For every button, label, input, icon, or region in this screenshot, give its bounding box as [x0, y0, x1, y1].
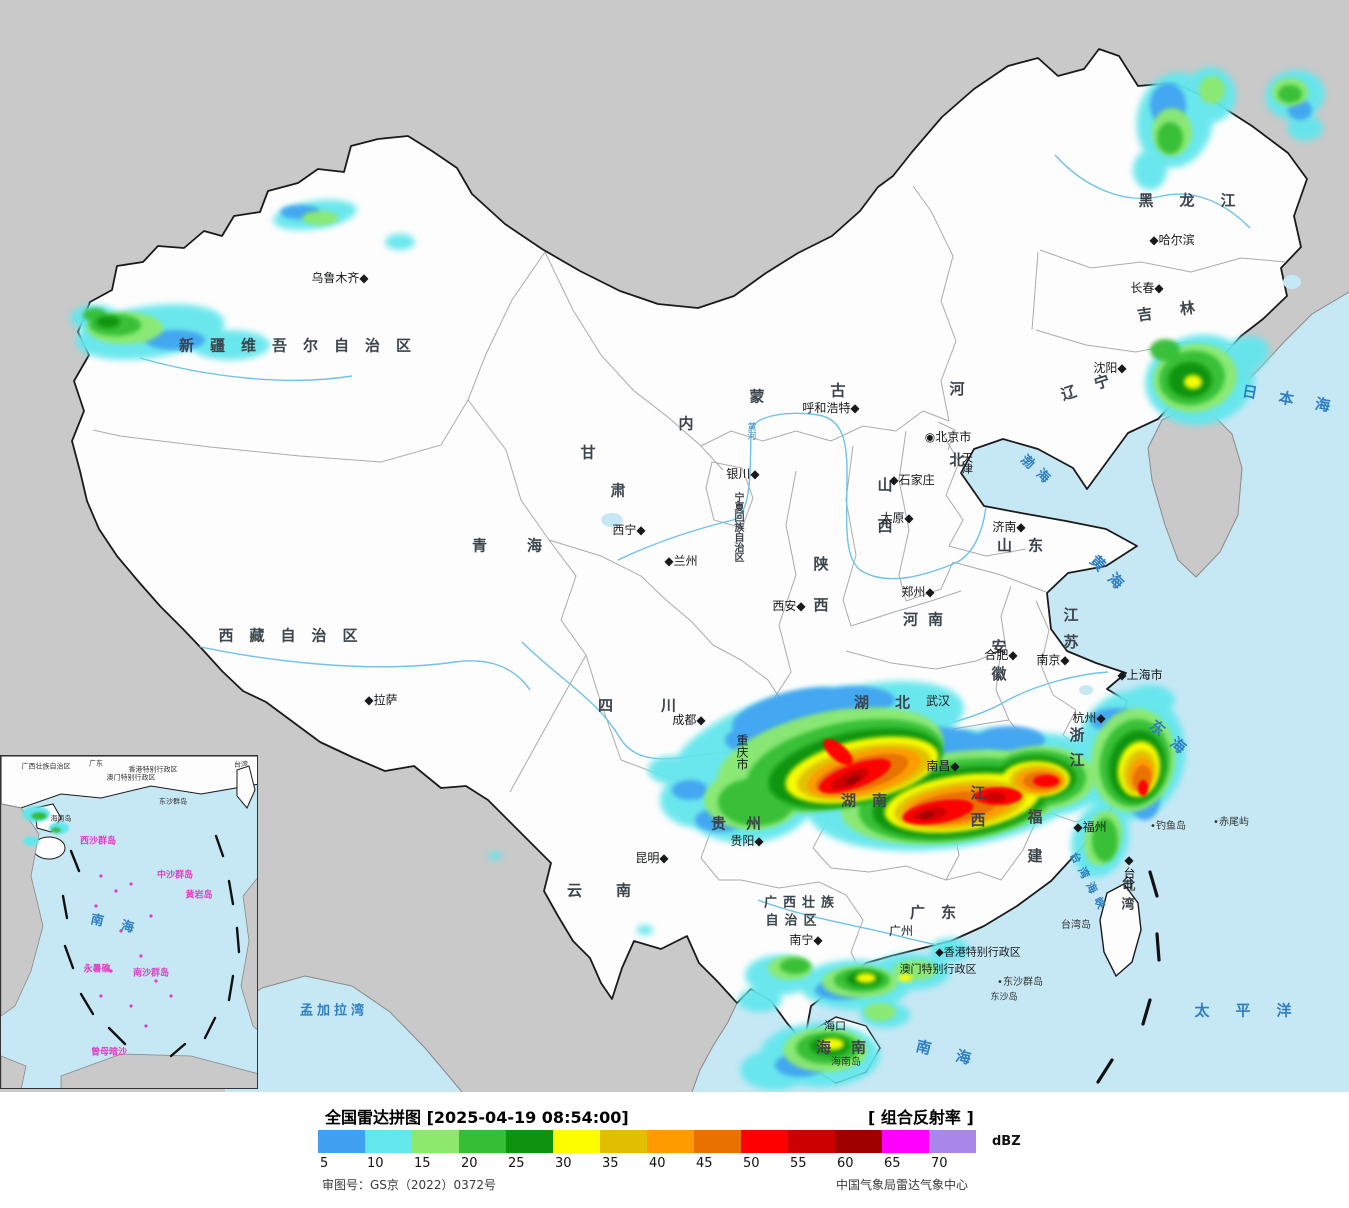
map-license-number: 审图号：GS京（2022）0372号: [322, 1178, 496, 1192]
legend-tick: 60: [837, 1156, 854, 1171]
inset-region-label: 台湾: [234, 760, 248, 769]
legend-tick: 20: [461, 1156, 478, 1171]
legend-tick: 55: [790, 1156, 807, 1171]
legend-ticks: 5 10 15 20 25 30 35 40 45 50 55 60 65 70: [318, 1156, 1018, 1172]
inset-borneo: [60, 1053, 257, 1088]
inset-region-label: 广东: [89, 759, 103, 768]
legend-bar: 全国雷达拼图 [2025-04-19 08:54:00] [ 组合反射率 ] d…: [0, 1092, 1349, 1208]
legend-tick: 15: [414, 1156, 431, 1171]
legend-swatch: [600, 1130, 647, 1153]
legend-tick: 30: [555, 1156, 572, 1171]
legend-tick: 50: [743, 1156, 760, 1171]
legend-colorbar: [318, 1130, 976, 1153]
legend-tick: 35: [602, 1156, 619, 1171]
inset-region-label: 海南岛: [50, 814, 72, 823]
legend-swatch: [553, 1130, 600, 1153]
legend-tick: 25: [508, 1156, 525, 1171]
legend-swatch: [647, 1130, 694, 1153]
bay-of-bengal: [225, 976, 462, 1092]
inset-region-label: 香港特别行政区: [128, 765, 178, 774]
lakes: [601, 275, 1301, 695]
legend-swatch: [882, 1130, 929, 1153]
china-radar-map: [0, 0, 1349, 1092]
legend-swatch: [929, 1130, 976, 1153]
legend-product-name: [ 组合反射率 ]: [868, 1108, 974, 1127]
legend-swatch: [741, 1130, 788, 1153]
legend-tick: 5: [320, 1156, 329, 1171]
legend-unit: dBZ: [992, 1134, 1021, 1149]
inset-sea-label: 南海: [89, 912, 153, 940]
data-source-credit: 中国气象局雷达气象中心: [836, 1178, 969, 1192]
rivers: [139, 154, 1251, 947]
inset-island-label: 南沙群岛: [132, 968, 170, 979]
legend-swatch: [506, 1130, 553, 1153]
inset-labels-layer: 广西壮族自治区 广东香港特别行政区 澳门特别行政区 台湾东沙群岛海南岛南海 西沙群岛中沙…: [1, 756, 257, 1088]
inset-region-label: 东沙群岛: [159, 797, 187, 806]
inset-nine-dash-line: [61, 834, 241, 1058]
inset-taiwan: [236, 765, 256, 809]
inset-island-label: 中沙群岛: [156, 870, 194, 881]
legend-swatch: [318, 1130, 365, 1153]
inset-region-label: 澳门特别行政区: [106, 773, 156, 782]
inset-island-dots: [94, 874, 173, 1028]
legend-tick: 45: [696, 1156, 713, 1171]
inset-region-label: 广西壮族自治区: [21, 762, 71, 771]
nine-dash-line: [1096, 870, 1161, 1084]
map-canvas: 新疆维吾尔自治区 西藏自治区 青海甘肃内蒙古宁夏回族自治区 陕西 山西 河北 山东 河南 江苏安…: [0, 0, 1349, 1092]
inset-island-label: 永暑礁: [83, 964, 111, 975]
inset-map: [1, 756, 257, 1088]
south-china-sea-inset: 广西壮族自治区 广东香港特别行政区 澳门特别行政区 台湾东沙群岛海南岛南海 西沙群岛中沙…: [0, 755, 258, 1089]
legend-swatch: [835, 1130, 882, 1153]
legend-swatch: [788, 1130, 835, 1153]
legend-tick: 70: [931, 1156, 948, 1171]
legend-tick: 10: [367, 1156, 384, 1171]
legend-tick: 65: [884, 1156, 901, 1171]
inset-island-label: 西沙群岛: [79, 836, 117, 847]
legend-swatch: [412, 1130, 459, 1153]
legend-swatch: [459, 1130, 506, 1153]
legend-title: 全国雷达拼图 [2025-04-19 08:54:00]: [325, 1108, 629, 1127]
inset-luzon: [240, 877, 257, 1030]
inset-island-label: 曾母暗沙: [90, 1047, 128, 1058]
radar-echo-maroon-layer: [844, 775, 934, 819]
legend-swatch: [694, 1130, 741, 1153]
legend-tick: 40: [649, 1156, 666, 1171]
inset-island-label: 黄岩岛: [185, 890, 213, 901]
legend-swatch: [365, 1130, 412, 1153]
taiwan-island: [1099, 883, 1142, 978]
inset-malay: [1, 1055, 27, 1088]
